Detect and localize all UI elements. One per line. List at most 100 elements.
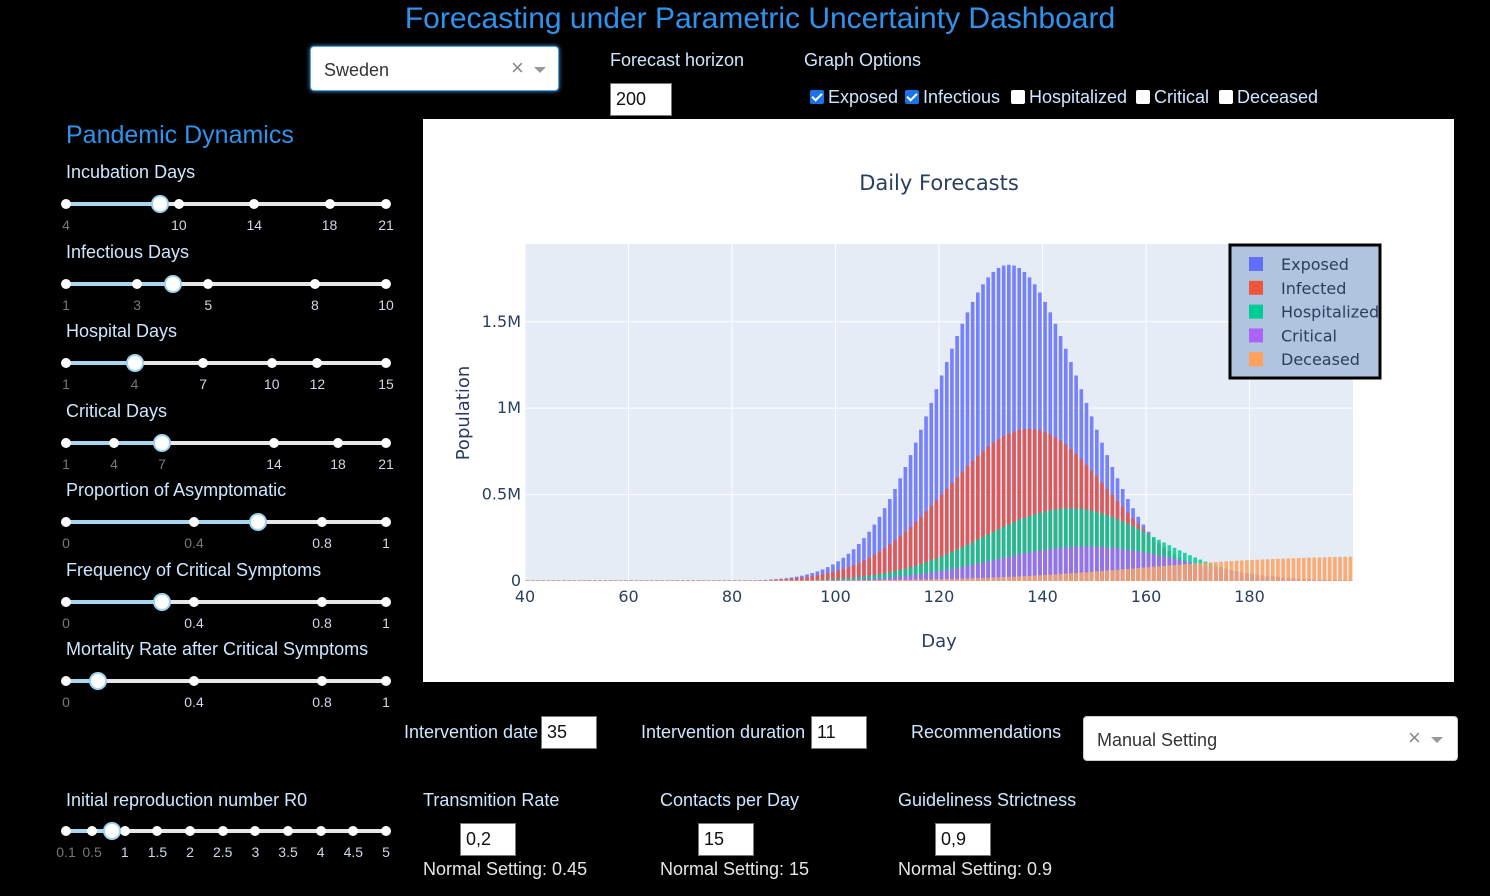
bar[interactable] [960,547,965,581]
bar[interactable] [815,580,820,581]
bar[interactable] [841,578,846,581]
bar[interactable] [1043,574,1047,581]
bar[interactable] [1260,559,1265,581]
bar[interactable] [1084,546,1089,581]
bar[interactable] [1001,265,1006,581]
bar[interactable] [1038,575,1042,581]
bar[interactable] [1001,557,1006,581]
bar[interactable] [924,573,928,581]
bar[interactable] [1120,548,1125,581]
bar[interactable] [1312,557,1316,581]
bar[interactable] [836,570,840,581]
bar[interactable] [1188,563,1192,581]
bar[interactable] [996,577,1001,581]
slider[interactable]: 1 3 5 8 10 [61,272,394,322]
bar[interactable] [551,580,556,581]
bar[interactable] [955,578,959,581]
bar[interactable] [1234,560,1239,581]
bar[interactable] [862,580,866,581]
bar[interactable] [1203,562,1208,581]
slider[interactable]: 0.1 0.5 1 1.5 2 2.5 3 3.5 4 4.5 5 [56,819,391,869]
bar[interactable] [976,455,980,581]
bar[interactable] [1095,546,1099,581]
bar[interactable] [634,580,639,581]
bar[interactable] [655,580,659,581]
bar[interactable] [924,511,928,581]
bar[interactable] [1012,522,1016,581]
bar[interactable] [1172,565,1177,581]
bar[interactable] [572,580,576,581]
bar[interactable] [872,554,877,581]
bar[interactable] [903,531,908,581]
checkbox[interactable] [1136,90,1150,105]
bar[interactable] [784,578,789,581]
bar[interactable] [913,579,918,581]
bar[interactable] [1265,559,1270,581]
bar[interactable] [1198,563,1203,581]
checkbox[interactable] [1011,90,1025,105]
bar[interactable] [649,580,654,581]
bar[interactable] [1053,548,1058,581]
bar[interactable] [1224,561,1229,581]
bar[interactable] [769,580,773,581]
graph-option-critical[interactable]: Critical [1136,86,1209,108]
bar[interactable] [825,579,830,581]
bar[interactable] [1219,561,1223,581]
country-select[interactable]: Sweden × [310,46,559,91]
checkbox[interactable] [810,90,824,105]
bar[interactable] [1141,552,1146,581]
bar[interactable] [794,580,799,581]
bar[interactable] [546,580,551,581]
bar[interactable] [1074,546,1078,581]
bar[interactable] [939,570,944,581]
bar[interactable] [893,576,897,581]
bar[interactable] [924,562,928,581]
bar[interactable] [1126,568,1130,581]
bar[interactable] [929,572,934,581]
bar[interactable] [1038,512,1042,581]
bar[interactable] [872,575,877,581]
bar[interactable] [919,564,923,581]
bar[interactable] [882,580,887,581]
bar[interactable] [893,571,897,581]
bar[interactable] [944,488,949,581]
bar[interactable] [1110,547,1115,581]
slider-handle[interactable] [151,195,170,213]
bar[interactable] [1017,554,1022,581]
bar[interactable] [1022,271,1027,581]
bar[interactable] [1053,574,1058,581]
bar[interactable] [1007,524,1011,581]
bar[interactable] [820,580,825,581]
bar[interactable] [841,568,846,581]
bar[interactable] [1007,264,1011,581]
bar[interactable] [1089,546,1094,581]
bar[interactable] [862,560,866,581]
bar[interactable] [779,580,783,581]
bar[interactable] [1069,573,1073,581]
bar[interactable] [877,574,882,581]
bar[interactable] [1074,572,1078,581]
bar[interactable] [1115,548,1120,581]
bar[interactable] [867,580,871,581]
bar[interactable] [851,579,856,581]
bar[interactable] [970,460,975,581]
bar[interactable] [1338,556,1342,581]
bar[interactable] [976,563,980,581]
bar[interactable] [846,580,851,581]
bar[interactable] [882,548,887,581]
bar[interactable] [867,531,871,581]
bar[interactable] [960,566,965,581]
bar[interactable] [939,375,944,581]
bar[interactable] [877,551,882,581]
bar[interactable] [1017,430,1022,581]
bar[interactable] [696,580,701,581]
bar[interactable] [955,477,959,581]
bar[interactable] [1012,265,1016,581]
bar[interactable] [1105,570,1109,581]
bar[interactable] [846,578,851,581]
bar[interactable] [805,576,809,581]
graph-option-deceased[interactable]: Deceased [1219,86,1318,108]
bar[interactable] [991,531,996,581]
bar[interactable] [644,580,649,581]
bar[interactable] [1079,572,1084,581]
